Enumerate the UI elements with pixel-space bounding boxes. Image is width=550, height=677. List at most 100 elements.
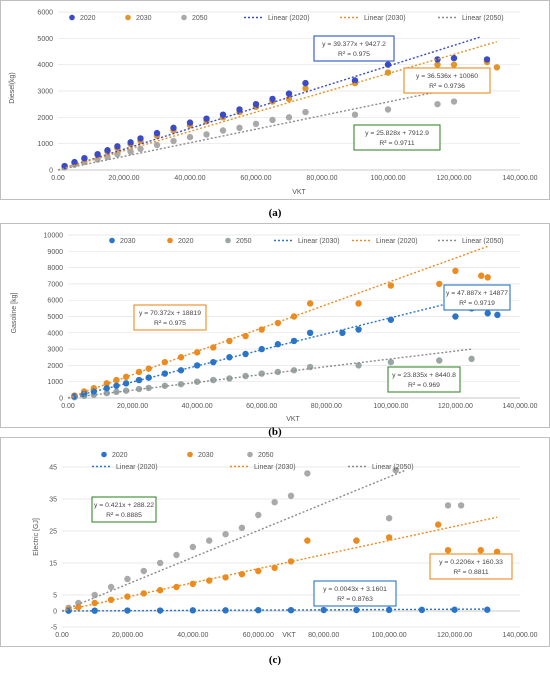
data-point-2050 — [236, 124, 243, 132]
data-point-2050 — [304, 470, 311, 477]
data-point-2030 — [91, 599, 98, 607]
data-point-2030 — [161, 370, 169, 377]
trendline — [57, 41, 498, 171]
equation-box — [353, 124, 441, 151]
data-point-2050 — [258, 370, 265, 377]
y-tick-label: 6000 — [37, 10, 53, 17]
trendline — [67, 293, 488, 399]
legend-label: Linear (2030) — [364, 15, 406, 22]
data-point-2030 — [103, 385, 110, 392]
x-tick-label: 120,000.00 — [436, 175, 471, 182]
trend-equation: y = 70.372x + 18819 — [139, 310, 201, 317]
y-tick-label: 0 — [49, 168, 53, 175]
data-point-2020 — [387, 282, 395, 289]
y-tick-label: 9000 — [47, 249, 63, 256]
chart-panel-a: 0 1000 2000 3000 4000 5000 6000 0.00 20,000.00 40… — [0, 0, 550, 219]
legend-label: Linear (2020) — [268, 15, 310, 22]
data-point-2030 — [435, 521, 442, 528]
legend-label: Linear (2050) — [462, 15, 504, 22]
legend-marker — [69, 14, 75, 21]
data-point-2030 — [287, 558, 295, 565]
x-tick-label: 40,000.00 — [182, 403, 213, 410]
data-point-2050 — [186, 133, 194, 141]
x-tick-label: 0.00 — [61, 403, 75, 410]
data-point-2050 — [302, 108, 309, 116]
trend-equation: y = 0.421x + 288.22 — [94, 502, 154, 509]
caption-c: (c) — [268, 654, 282, 666]
data-point-2020 — [236, 106, 243, 113]
x-tick-label: 60,000.00 — [246, 403, 277, 410]
data-point-2050 — [287, 492, 295, 499]
legend-marker — [167, 237, 173, 244]
data-point-2050 — [238, 524, 246, 531]
chart-panel-b: 0 1000 2000 3000 4000 5000 6000 7000 8000 9000 100… — [0, 223, 550, 445]
x-tick-label: 20,000.00 — [117, 403, 148, 410]
data-point-2020 — [242, 332, 249, 340]
gasoline-chart: 0 1000 2000 3000 4000 5000 6000 7000 8000 9000 100… — [0, 223, 550, 428]
x-tick-label: 100,000.00 — [373, 403, 408, 410]
data-point-2050 — [107, 583, 115, 591]
data-point-2020 — [306, 300, 314, 307]
legend-marker — [187, 451, 193, 458]
legend-label: 2020 — [112, 452, 128, 459]
trend-equation: y = 0.0043x + 3.1601 — [323, 586, 387, 593]
trend-equation: y = 39.377x + 9427.2 — [322, 41, 386, 48]
data-point-2030 — [493, 548, 501, 555]
trendline — [61, 469, 406, 612]
data-point-2020 — [355, 300, 362, 307]
legend-label: 2030 — [136, 15, 152, 22]
data-point-2030 — [189, 580, 197, 587]
data-point-2020 — [81, 154, 88, 162]
r-squared: R² = 0.975 — [338, 51, 370, 58]
y-tick-label: 3000 — [37, 89, 53, 96]
y-axis-label: Gasoline [kg] — [11, 293, 18, 334]
data-point-2050 — [384, 106, 392, 113]
data-point-2050 — [351, 111, 359, 118]
data-point-2030 — [140, 590, 147, 597]
legend-label: Linear (2030) — [298, 238, 340, 245]
data-point-2020 — [137, 135, 144, 142]
legend-marker — [101, 451, 107, 458]
data-point-2050 — [436, 357, 443, 364]
data-point-2030 — [452, 313, 459, 320]
electric-chart: -5 0 5 15 25 35 45 0.00 20,000.00 40,000.00 60,000… — [0, 437, 550, 647]
data-point-2030 — [450, 61, 458, 68]
data-point-2020 — [385, 606, 393, 614]
y-tick-label: 15 — [49, 561, 57, 568]
x-tick-label: 40,000.00 — [177, 632, 208, 639]
y-tick-label: 2000 — [37, 115, 53, 122]
data-point-2050 — [210, 376, 217, 384]
legend-marker — [225, 237, 231, 244]
y-tick-label: 4000 — [47, 330, 63, 337]
data-point-2050 — [387, 358, 395, 366]
data-point-2030 — [385, 534, 393, 541]
data-point-2020 — [156, 607, 164, 614]
data-point-2030 — [484, 310, 491, 317]
data-point-2050 — [103, 389, 110, 397]
data-point-2030 — [145, 374, 152, 381]
data-point-2050 — [242, 372, 249, 380]
x-axis-label: VKT — [282, 632, 296, 639]
legend-label: 2030 — [120, 238, 136, 245]
trend-equation: y = 47.887x + 14877 — [446, 290, 508, 297]
data-point-2020 — [434, 56, 441, 63]
data-point-2020 — [285, 90, 293, 97]
y-axis-label: Diesel(kg) — [9, 72, 16, 104]
y-tick-label: 0 — [53, 609, 57, 616]
data-point-2050 — [434, 100, 441, 108]
x-tick-label: 80,000.00 — [306, 175, 337, 182]
data-point-2020 — [193, 349, 201, 356]
data-point-2020 — [418, 606, 426, 614]
data-point-2050 — [137, 145, 144, 153]
data-point-2020 — [384, 61, 392, 68]
x-tick-label: 140,000.00 — [502, 175, 537, 182]
y-axis-label: Electric [GJ] — [33, 518, 40, 556]
data-point-2030 — [434, 61, 441, 68]
y-tick-label: 45 — [49, 465, 57, 472]
data-point-2020 — [351, 77, 359, 84]
y-tick-label: 5000 — [37, 36, 53, 43]
diesel-chart: 0 1000 2000 3000 4000 5000 6000 0.00 20,000.00 40… — [0, 0, 550, 200]
x-tick-label: 40,000.00 — [174, 175, 205, 182]
data-point-2020 — [94, 151, 101, 158]
legend-label: 2050 — [192, 15, 208, 22]
